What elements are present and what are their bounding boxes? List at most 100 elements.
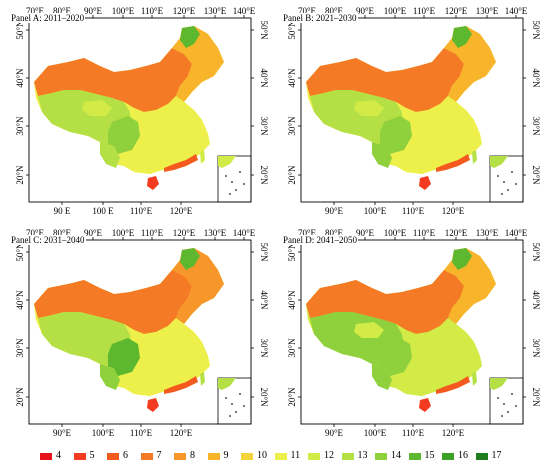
map-a-region-neTip	[180, 26, 200, 48]
legend-swatch	[375, 453, 387, 460]
map-d-right-label: 30°N	[531, 338, 541, 358]
color-legend: 4 5 6 7 8 9 10 11 12 13 14 15 16 17	[40, 448, 510, 464]
map-b-graticule-labels: 70°E 80°E 90°E 100°E 110°E 120°E 130°E 140°E 90°…	[287, 6, 541, 216]
map-b-region-neTip	[452, 26, 472, 48]
map-panel-b-figure: 70°E 80°E 90°E 100°E 110°E 120°E 130°E 140°E 90°…	[287, 6, 541, 216]
map-c-top-label: 100°E	[112, 228, 135, 238]
map-d-bottom-label: 90°E	[325, 428, 344, 438]
map-c-bottom-label: 120°E	[170, 428, 193, 438]
map-a-bottom-label: 120°E	[170, 206, 193, 216]
map-c-inset-island-4	[239, 393, 241, 395]
legend-swatch	[174, 453, 186, 460]
map-a-right-label: 40°N	[259, 68, 269, 88]
map-b-top-label: 130°E	[476, 6, 499, 16]
map-a-frame	[28, 17, 252, 203]
map-a-right-label: 30°N	[259, 116, 269, 136]
map-c-right-label: 30°N	[259, 338, 269, 358]
map-b-region-north	[306, 48, 464, 112]
map-c-region-taiwan	[200, 372, 205, 386]
map-c-region-coast	[164, 376, 198, 394]
map-b-right-label: 30°N	[531, 116, 541, 136]
map-b-top-label: 70°E	[298, 6, 317, 16]
map-b-top-label: 80°E	[325, 6, 344, 16]
map-b-region-southeast	[378, 96, 482, 174]
map-a-region-qinghai	[82, 100, 112, 116]
map-c-inset-island-2	[235, 411, 237, 413]
map-c-left-label: 20°N	[15, 387, 25, 407]
map-a-region-coast	[164, 154, 198, 172]
map-a-top-label: 90°E	[84, 6, 103, 16]
map-c-south-sea-inset	[217, 377, 252, 425]
map-b-top-label: 110°E	[413, 6, 436, 16]
map-d-inset-island-0	[497, 397, 499, 399]
map-c-top-label: 140°E	[233, 228, 256, 238]
map-d-left-label: 30°N	[287, 338, 297, 358]
map-c-inset-island-0	[225, 397, 227, 399]
panel-d-title: Panel D: 2041–2050	[282, 235, 358, 245]
map-b-frame	[300, 17, 524, 203]
map-a-region-taiwan	[200, 150, 205, 164]
map-b-inset-island-1	[503, 181, 505, 183]
map-b-right-label: 40°N	[531, 68, 541, 88]
map-panel-c: 70°E 80°E 90°E 100°E 110°E 120°E 130°E 140°E 90°…	[4, 226, 272, 444]
map-b-inset-island-2	[507, 189, 509, 191]
map-c-inset-land	[218, 378, 236, 390]
map-b-left-label: 30°N	[287, 116, 297, 136]
map-b-top-label: 100°E	[384, 6, 407, 16]
legend-label: 12	[324, 450, 334, 461]
map-d-region-sichuan	[380, 338, 412, 376]
map-c-right-label: 40°N	[259, 290, 269, 310]
map-c-top-label: 120°E	[173, 228, 196, 238]
map-c-inset-island-5	[243, 405, 245, 407]
map-c-right-label: 20°N	[259, 387, 269, 407]
map-b-inset-island-3	[501, 193, 503, 195]
map-b-left-label: 50°N	[287, 20, 297, 40]
map-d-bottom-label: 120°E	[442, 428, 465, 438]
map-b-inset-island-5	[515, 183, 517, 185]
map-b-region-taiwan	[472, 150, 477, 164]
map-c-inset-island-1	[231, 403, 233, 405]
map-c-bottom-label: 90°E	[53, 428, 72, 438]
map-d-top-label: 120°E	[445, 228, 468, 238]
map-a-bottom-label: 90 E	[54, 206, 71, 216]
map-d-inset-island-4	[511, 393, 513, 395]
legend-label: 7	[156, 450, 162, 461]
map-d-inset-island-1	[503, 403, 505, 405]
legend-label: 17	[491, 450, 502, 461]
legend-swatch	[442, 453, 454, 460]
map-b-bottom-label: 90°E	[325, 206, 344, 216]
map-c-right-label: 50°N	[259, 242, 269, 262]
panel-a-title: Panel A: 2011–2020	[10, 13, 86, 23]
map-a-bottom-label: 110°E	[130, 206, 153, 216]
map-panel-d-figure: 70°E 80°E 90°E 100°E 110°E 120°E 130°E 140°E 90°…	[287, 228, 541, 438]
legend-swatch	[73, 453, 86, 460]
map-c-top-label: 80°E	[53, 228, 72, 238]
map-c-top-label: 70°E	[26, 228, 45, 238]
map-b-top-label: 90°E	[356, 6, 375, 16]
map-d-bottom-label: 110°E	[402, 428, 425, 438]
panel-c-title: Panel C: 2031–2040	[10, 235, 86, 245]
map-a-region-yunnan	[100, 142, 120, 168]
legend-label: 8	[190, 450, 195, 461]
map-b-inset-land	[490, 156, 508, 168]
map-a-top-label: 80°E	[53, 6, 72, 16]
panel-b-title: Panel B: 2021–2030	[282, 13, 358, 23]
map-a-regions	[34, 26, 224, 190]
map-a-inset-land	[218, 156, 236, 168]
legend-label: 10	[257, 450, 267, 461]
map-panel-b: 70°E 80°E 90°E 100°E 110°E 120°E 130°E 140°E 90°…	[276, 4, 544, 222]
map-c-bottom-label: 110°E	[130, 428, 153, 438]
map-b-left-label: 40°N	[287, 68, 297, 88]
map-d-top-label: 80°E	[325, 228, 344, 238]
map-a-right-label: 20°N	[259, 165, 269, 185]
map-a-top-label: 130°E	[204, 6, 227, 16]
map-a-inset-island-1	[231, 181, 233, 183]
map-b-regions	[306, 26, 496, 190]
map-d-top-label: 100°E	[384, 228, 407, 238]
map-c-top-label: 110°E	[141, 228, 164, 238]
map-b-top-label: 120°E	[445, 6, 468, 16]
map-a-right-label: 50°N	[259, 20, 269, 40]
legend-label: 11	[290, 450, 301, 461]
map-b-south-sea-inset	[489, 155, 524, 203]
map-c-inset-island-3	[229, 415, 231, 417]
